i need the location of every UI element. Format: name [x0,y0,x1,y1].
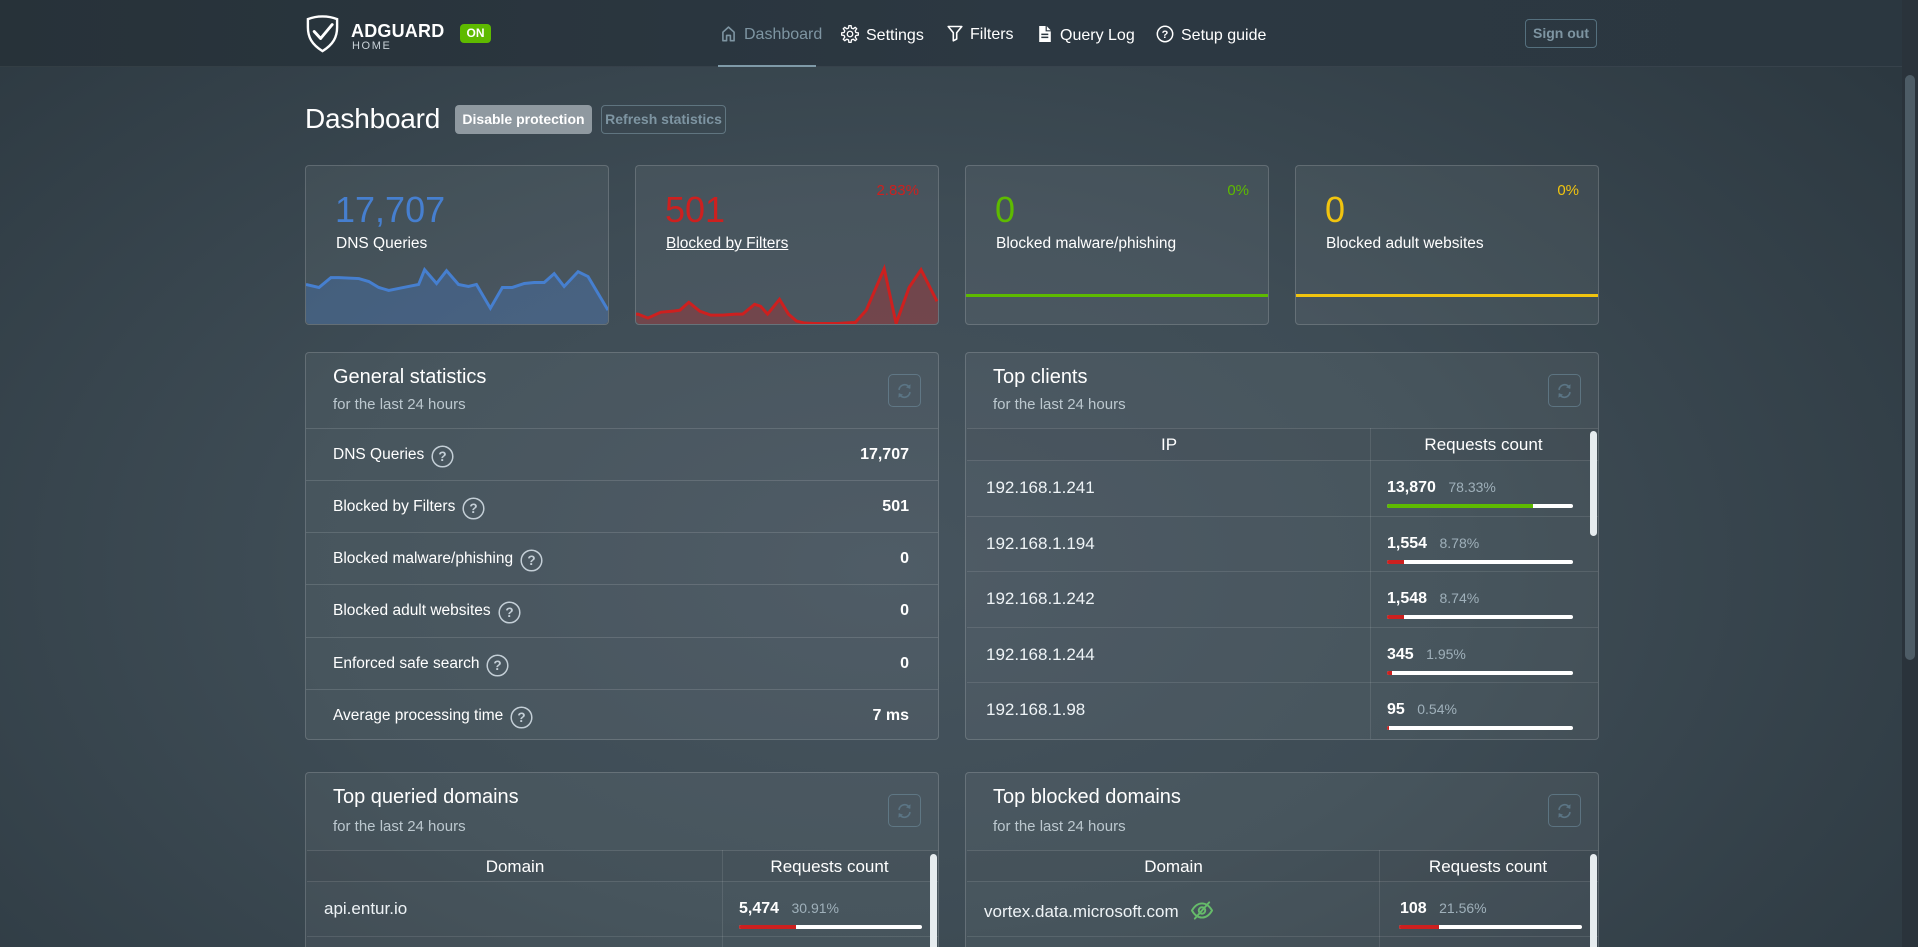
svg-text:?: ? [505,605,513,620]
svg-text:?: ? [494,658,502,673]
svg-text:?: ? [518,710,526,725]
svg-text:?: ? [527,553,535,568]
svg-text:?: ? [470,501,478,516]
svg-text:?: ? [1162,29,1169,41]
svg-text:?: ? [439,449,447,464]
